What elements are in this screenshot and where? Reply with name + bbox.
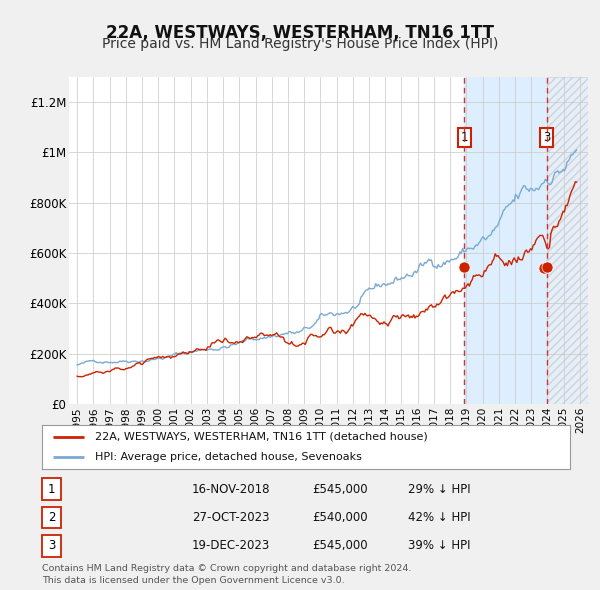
Text: 2: 2 <box>48 511 55 524</box>
Text: 22A, WESTWAYS, WESTERHAM, TN16 1TT (detached house): 22A, WESTWAYS, WESTERHAM, TN16 1TT (deta… <box>95 432 428 442</box>
Text: 42% ↓ HPI: 42% ↓ HPI <box>408 511 470 524</box>
Text: 22A, WESTWAYS, WESTERHAM, TN16 1TT: 22A, WESTWAYS, WESTERHAM, TN16 1TT <box>106 24 494 42</box>
Text: HPI: Average price, detached house, Sevenoaks: HPI: Average price, detached house, Seve… <box>95 452 362 462</box>
Text: 1: 1 <box>461 130 468 143</box>
Text: £540,000: £540,000 <box>312 511 368 524</box>
Text: 19-DEC-2023: 19-DEC-2023 <box>192 539 270 552</box>
Text: 16-NOV-2018: 16-NOV-2018 <box>192 483 271 496</box>
Text: 27-OCT-2023: 27-OCT-2023 <box>192 511 269 524</box>
Text: £545,000: £545,000 <box>312 483 368 496</box>
Text: Price paid vs. HM Land Registry's House Price Index (HPI): Price paid vs. HM Land Registry's House … <box>102 37 498 51</box>
Text: 29% ↓ HPI: 29% ↓ HPI <box>408 483 470 496</box>
Text: 3: 3 <box>48 539 55 552</box>
Text: Contains HM Land Registry data © Crown copyright and database right 2024.
This d: Contains HM Land Registry data © Crown c… <box>42 564 412 585</box>
Bar <box>547 77 588 404</box>
Text: 39% ↓ HPI: 39% ↓ HPI <box>408 539 470 552</box>
Text: 3: 3 <box>543 130 550 143</box>
Text: 1: 1 <box>48 483 55 496</box>
Text: £545,000: £545,000 <box>312 539 368 552</box>
Bar <box>464 77 547 404</box>
Bar <box>547 77 588 404</box>
